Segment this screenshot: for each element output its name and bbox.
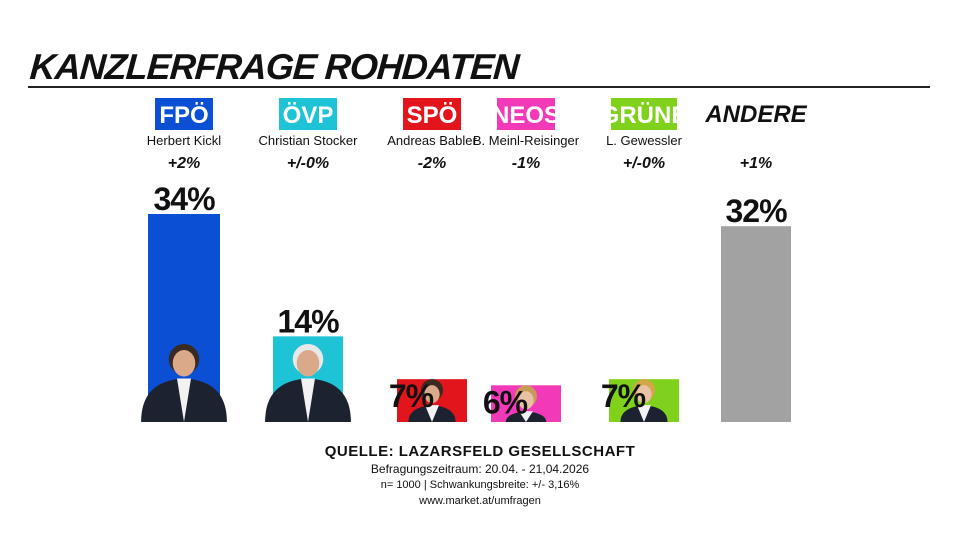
party-badge: [497, 98, 555, 130]
candidate-portrait: [265, 344, 351, 422]
source-label: QUELLE: LAZARSFELD GESELLSCHAFT: [324, 443, 636, 460]
party-label: ÖVP: [283, 102, 334, 129]
candidate-name: Herbert Kickl: [147, 133, 222, 148]
candidate-name: B. Meinl-Reisinger: [473, 133, 580, 148]
candidate-portrait: [620, 379, 668, 422]
value-label: 34%: [153, 181, 215, 217]
party-label: NEOS: [492, 102, 560, 129]
change-label: +1%: [740, 155, 772, 172]
change-label: +/-0%: [623, 155, 665, 172]
candidate-name: Christian Stocker: [259, 133, 359, 148]
value-label: 6%: [483, 384, 528, 420]
party-label: ANDERE: [704, 101, 807, 128]
candidate-portrait: [141, 344, 227, 422]
value-label: 14%: [277, 303, 339, 339]
change-label: -1%: [512, 155, 540, 172]
value-label: 7%: [601, 378, 646, 414]
party-label: FPÖ: [159, 102, 208, 129]
sample-info: n= 1000 | Schwankungsbreite: +/- 3,16%: [380, 479, 580, 491]
change-label: -2%: [418, 155, 446, 172]
survey-period: Befragungszeitraum: 20.04. - 21,04.2026: [370, 462, 590, 476]
value-label: 7%: [389, 378, 434, 414]
candidate-portrait: [505, 385, 547, 422]
party-label: SPÖ: [407, 102, 458, 129]
bar-andere: [721, 226, 791, 422]
change-label: +/-0%: [287, 155, 329, 172]
party-badge: [279, 98, 337, 130]
value-label: 32%: [725, 193, 787, 229]
candidate-name: Andreas Babler: [387, 133, 477, 148]
party-badge: [403, 98, 461, 130]
party-badge: [611, 98, 677, 130]
title-divider: [28, 86, 930, 88]
source-url: www.market.at/umfragen: [419, 495, 541, 507]
party-label: GRÜNE: [601, 102, 688, 129]
candidate-portrait: [408, 379, 456, 422]
change-label: +2%: [168, 155, 200, 172]
party-badge: [155, 98, 213, 130]
candidate-name: L. Gewessler: [606, 133, 683, 148]
